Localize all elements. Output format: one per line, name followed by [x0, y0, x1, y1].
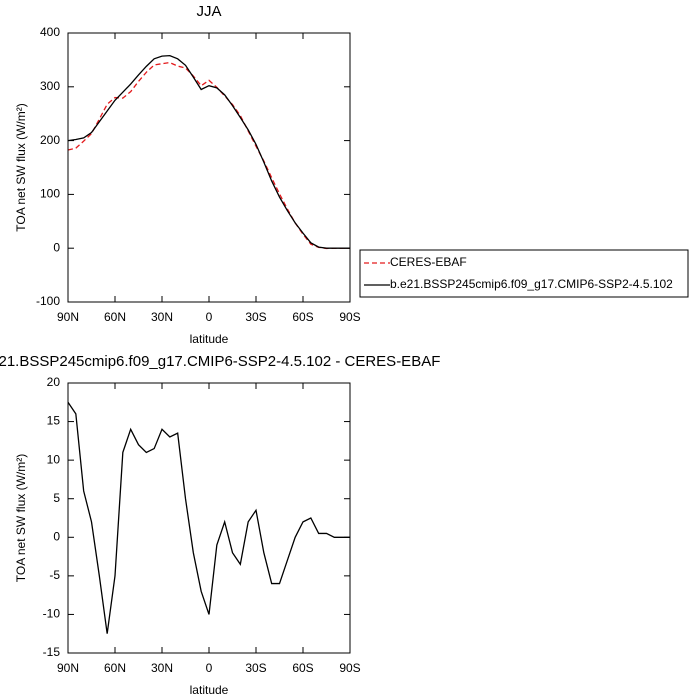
y-tick-label: 200: [40, 133, 60, 147]
y-tick-label: -5: [49, 568, 60, 582]
y-tick-label: -15: [43, 645, 61, 659]
x-tick-label: 0: [206, 661, 213, 675]
y-tick-label: 300: [40, 79, 60, 93]
x-tick-label: 60N: [104, 661, 126, 675]
y-tick-label: 400: [40, 25, 60, 39]
y-tick-label: -10: [43, 607, 61, 621]
x-tick-label: 90N: [57, 310, 79, 324]
x-tick-label: 30S: [245, 661, 266, 675]
plot-frame: [67, 382, 351, 654]
chart-title: JJA: [196, 3, 221, 20]
x-axis-label: latitude: [190, 683, 229, 697]
y-axis-label: TOA net SW flux (W/m²): [14, 103, 28, 231]
chart-title: b.e21.BSSP245cmip6.f09_g17.CMIP6-SSP2-4.…: [0, 353, 440, 370]
y-tick-label: 100: [40, 187, 60, 201]
y-tick-label: 15: [47, 414, 61, 428]
y-tick-label: 20: [47, 375, 61, 389]
x-tick-label: 90S: [339, 310, 360, 324]
x-tick-label: 60N: [104, 310, 126, 324]
legend-box: [359, 249, 689, 298]
legend-label: b.e21.BSSP245cmip6.f09_g17.CMIP6-SSP2-4.…: [390, 277, 673, 291]
plot-frame: [67, 32, 351, 303]
y-tick-label: 0: [53, 529, 60, 543]
y-tick-label: 10: [47, 452, 61, 466]
y-axis-label: TOA net SW flux (W/m²): [14, 454, 28, 582]
x-tick-label: 60S: [292, 661, 313, 675]
x-tick-label: 90S: [339, 661, 360, 675]
x-tick-label: 30N: [151, 310, 173, 324]
y-tick-label: -100: [36, 294, 60, 308]
y-tick-label: 0: [53, 240, 60, 254]
x-tick-label: 0: [206, 310, 213, 324]
x-tick-label: 30S: [245, 310, 266, 324]
data-line: [67, 401, 350, 634]
x-tick-label: 30N: [151, 661, 173, 675]
x-tick-label: 90N: [57, 661, 79, 675]
x-tick-label: 60S: [292, 310, 313, 324]
x-axis-label: latitude: [190, 332, 229, 346]
y-tick-label: 5: [53, 491, 60, 505]
data-line: [67, 54, 350, 249]
legend-label: CERES-EBAF: [390, 255, 467, 269]
data-line: [67, 61, 350, 250]
